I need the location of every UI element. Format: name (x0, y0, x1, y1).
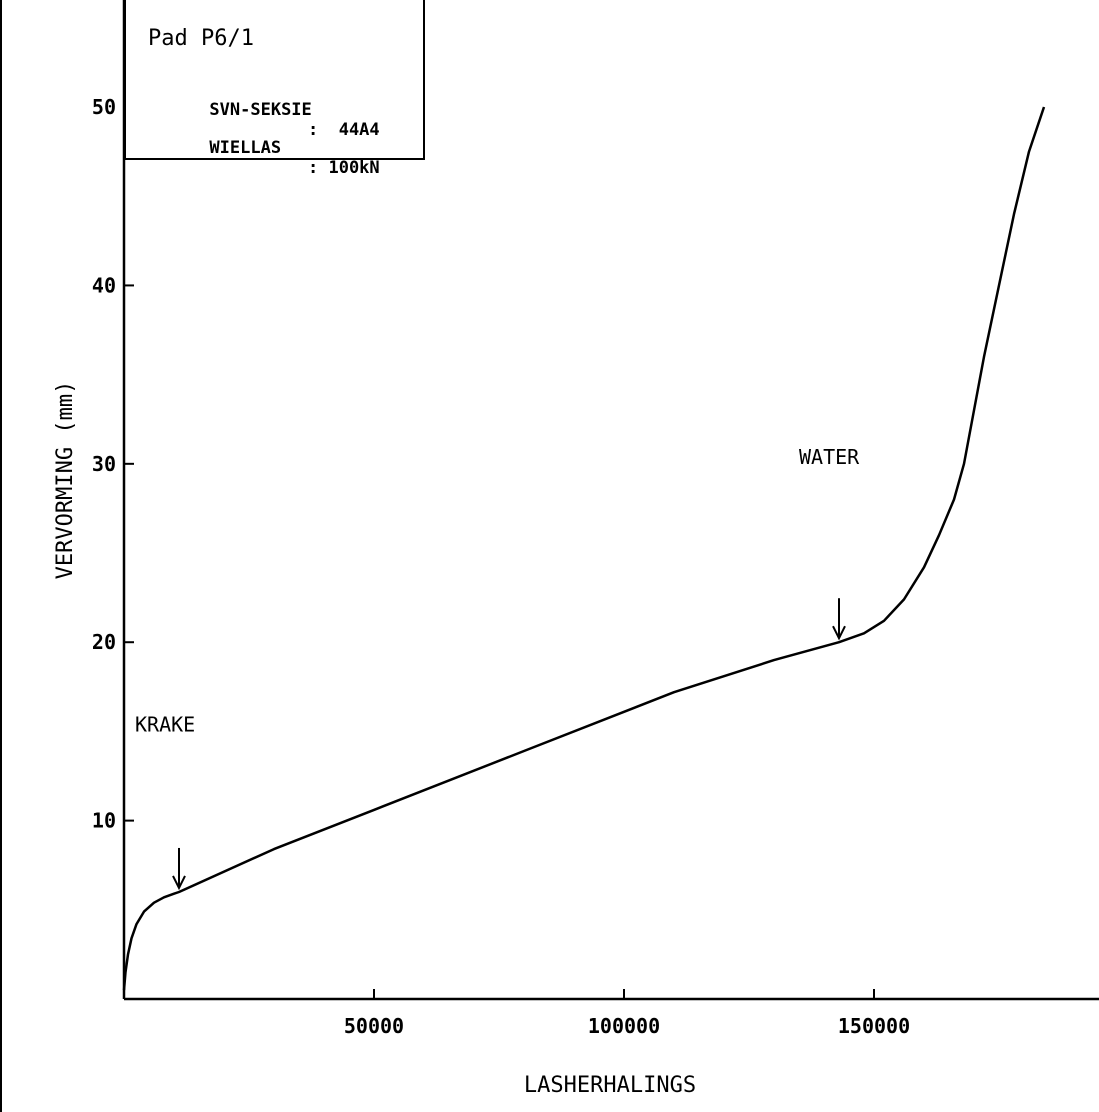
y-tick-label: 40 (92, 273, 116, 297)
frame-left-border (0, 0, 2, 1112)
info-label-wiellas: WIELLAS (209, 138, 282, 158)
info-value-seksie: : 44A4 (308, 120, 380, 140)
info-row-seksie: SVN-SEKSIE : 44A4 (148, 80, 379, 160)
y-tick-label: 20 (92, 630, 116, 654)
x-tick-label: 50000 (344, 1014, 404, 1038)
y-axis-label: VERVORMING (mm) (53, 381, 78, 580)
info-value-wiellas: : 100kN (308, 158, 380, 178)
x-tick-label: 100000 (588, 1014, 660, 1038)
deformation-curve (122, 106, 1046, 991)
y-tick-label: 50 (92, 95, 116, 119)
x-tick-label: 150000 (838, 1014, 910, 1038)
info-box: Pad P6/1 SVN-SEKSIE : 44A4 WIELLAS : 100… (124, 0, 425, 178)
info-label-seksie: SVN-SEKSIE (209, 100, 312, 120)
info-title: Pad P6/1 (148, 26, 254, 51)
x-axis-label: LASHERHALINGS (524, 1073, 696, 1098)
arrow-marker (832, 598, 846, 641)
info-row-wiellas: WIELLAS : 100kN (148, 118, 379, 198)
y-tick-label: 30 (92, 452, 116, 476)
y-tick-label: 10 (92, 809, 116, 833)
annotation-label: WATER (799, 445, 860, 469)
arrow-marker (172, 847, 186, 891)
annotation-label: KRAKE (135, 712, 195, 736)
